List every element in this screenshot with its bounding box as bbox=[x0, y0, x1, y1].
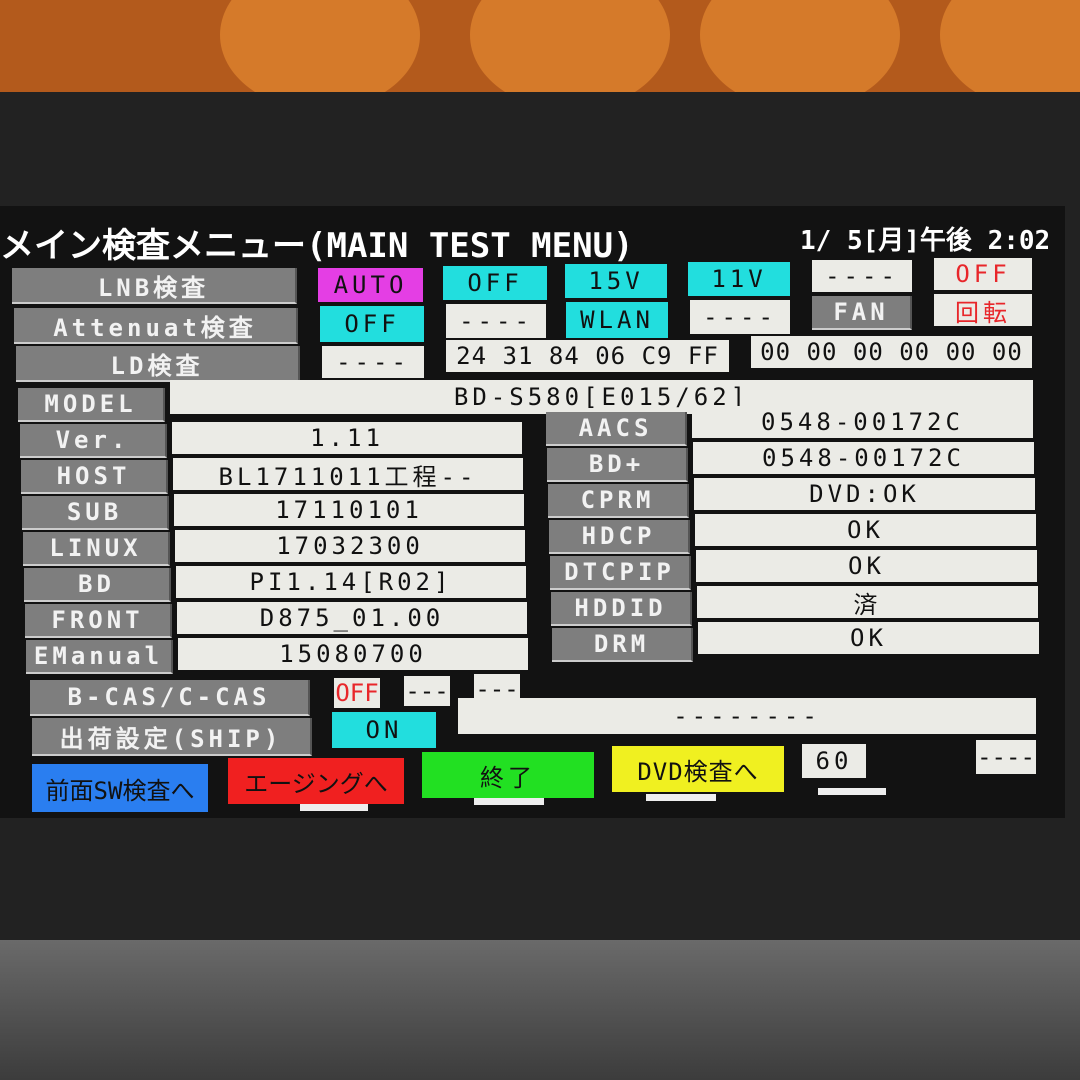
left-label-3: LINUX bbox=[23, 532, 170, 566]
bcas-off[interactable]: OFF bbox=[334, 678, 380, 708]
lnb-label: LNB検査 bbox=[12, 268, 297, 304]
count-value: 60 bbox=[802, 744, 866, 778]
ld-hex-2: 00 00 00 00 00 00 bbox=[751, 336, 1032, 368]
right-value-5: 済 bbox=[697, 586, 1038, 618]
left-value-6: 15080700 bbox=[178, 638, 528, 670]
fan-button[interactable]: FAN bbox=[812, 296, 912, 330]
ld-hex-1: 24 31 84 06 C9 FF bbox=[446, 340, 729, 372]
right-value-2: DVD:OK bbox=[694, 478, 1035, 510]
end-button[interactable]: 終了 bbox=[422, 752, 594, 798]
right-label-6: DRM bbox=[552, 628, 693, 662]
focus-indicator bbox=[646, 794, 716, 801]
datetime: 1/ 5[月]午後 2:02 bbox=[800, 226, 1051, 256]
right-value-0: 0548-00172C bbox=[692, 406, 1033, 438]
lnb-11v-button[interactable]: 11V bbox=[688, 262, 790, 296]
left-value-5: D875_01.00 bbox=[177, 602, 527, 634]
right-value-4: OK bbox=[696, 550, 1037, 582]
lnb-auto-button[interactable]: AUTO bbox=[318, 268, 423, 302]
aging-button[interactable]: エージングへ bbox=[228, 758, 404, 804]
lnb-off-button[interactable]: OFF bbox=[443, 266, 547, 300]
tv-stand bbox=[0, 940, 1080, 1080]
right-label-3: HDCP bbox=[549, 520, 690, 554]
left-value-0: 1.11 bbox=[172, 422, 522, 454]
atten-dash-1: ---- bbox=[446, 304, 546, 338]
rotate-button[interactable]: 回転 bbox=[934, 294, 1032, 326]
left-label-4: BD bbox=[24, 568, 171, 602]
dash-value: ---- bbox=[976, 740, 1036, 774]
focus-indicator bbox=[818, 788, 886, 795]
background-wall bbox=[0, 0, 1080, 110]
left-label-5: FRONT bbox=[25, 604, 172, 638]
right-label-0: AACS bbox=[546, 412, 687, 446]
focus-indicator bbox=[300, 804, 368, 811]
right-value-1: 0548-00172C bbox=[693, 442, 1034, 474]
model-label: MODEL bbox=[18, 388, 165, 422]
left-label-0: Ver. bbox=[20, 424, 167, 458]
ship-value: -------- bbox=[458, 698, 1036, 734]
ship-label: 出荷設定(SHIP) bbox=[32, 718, 312, 756]
bcas-dash-1: --- bbox=[404, 676, 450, 706]
ld-dash: ---- bbox=[322, 346, 424, 378]
lnb-15v-button[interactable]: 15V bbox=[565, 264, 667, 298]
ld-label: LD検査 bbox=[16, 346, 300, 382]
right-value-6: OK bbox=[698, 622, 1039, 654]
left-value-2: 17110101 bbox=[174, 494, 524, 526]
lnb-off-red[interactable]: OFF bbox=[934, 258, 1032, 290]
wlan-button[interactable]: WLAN bbox=[566, 302, 668, 338]
right-label-1: BD+ bbox=[547, 448, 688, 482]
right-value-3: OK bbox=[695, 514, 1036, 546]
left-label-2: SUB bbox=[22, 496, 169, 530]
right-label-5: HDDID bbox=[551, 592, 692, 626]
atten-label: Attenuat検査 bbox=[14, 308, 298, 344]
dvd-test-button[interactable]: DVD検査へ bbox=[612, 746, 784, 792]
left-value-4: PI1.14[R02] bbox=[176, 566, 526, 598]
left-label-1: HOST bbox=[21, 460, 168, 494]
left-value-3: 17032300 bbox=[175, 530, 525, 562]
page-title: メイン検査メニュー(MAIN TEST MENU) bbox=[0, 226, 634, 266]
lnb-dash: ---- bbox=[812, 260, 912, 292]
bcas-label: B-CAS/C-CAS bbox=[30, 680, 310, 716]
atten-dash-2: ---- bbox=[690, 300, 790, 334]
atten-off-button[interactable]: OFF bbox=[320, 306, 424, 342]
ship-on-button[interactable]: ON bbox=[332, 712, 436, 748]
front-sw-test-button[interactable]: 前面SW検査へ bbox=[32, 764, 208, 812]
focus-indicator bbox=[474, 798, 544, 805]
right-label-4: DTCPIP bbox=[550, 556, 691, 590]
left-label-6: EManual bbox=[26, 640, 173, 674]
left-value-1: BL1711011工程-- bbox=[173, 458, 523, 490]
right-label-2: CPRM bbox=[548, 484, 689, 518]
